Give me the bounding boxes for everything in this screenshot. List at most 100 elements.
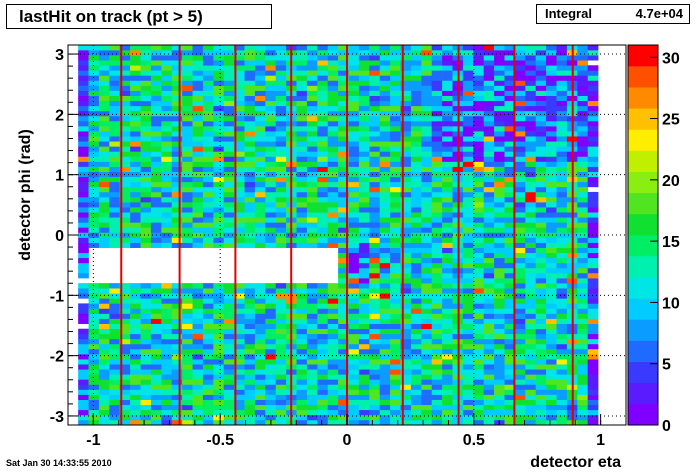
heatmap-cell [525, 65, 537, 71]
heatmap-cell [130, 349, 141, 355]
heatmap-cell [182, 389, 193, 395]
heatmap-cell [202, 141, 214, 147]
heatmap-cell [202, 156, 214, 162]
heatmap-cell [504, 50, 516, 56]
heatmap-cell [140, 242, 152, 248]
heatmap-cell [192, 55, 204, 61]
heatmap-cell [306, 313, 318, 319]
heatmap-cell [78, 318, 89, 324]
heatmap-cell [192, 318, 204, 324]
heatmap-cell [244, 242, 256, 248]
heatmap-cell [192, 232, 204, 238]
heatmap-cell [400, 394, 412, 400]
heatmap-cell [244, 389, 256, 395]
heatmap-cell [213, 237, 225, 243]
heatmap-cell [400, 384, 412, 390]
heatmap-cell [130, 202, 141, 208]
heatmap-cell [338, 384, 349, 390]
heatmap-cell [192, 126, 204, 132]
heatmap-cell [390, 384, 401, 390]
heatmap-cell [442, 237, 453, 243]
heatmap-cell [358, 105, 370, 112]
heatmap-cell [234, 354, 245, 360]
heatmap-cell [504, 374, 516, 380]
heatmap-cell [296, 100, 308, 107]
heatmap-cell [254, 176, 266, 183]
heatmap-cell [410, 131, 422, 137]
heatmap-cell [400, 70, 412, 76]
heatmap-cell [431, 278, 443, 284]
heatmap-cell [556, 141, 568, 147]
heatmap-cell [535, 95, 547, 102]
heatmap-cell [338, 354, 349, 360]
heatmap-cell [348, 399, 360, 406]
heatmap-cell [265, 222, 277, 228]
heatmap-cell [140, 50, 152, 56]
heatmap-cell [244, 146, 256, 152]
heatmap-cell [265, 293, 277, 299]
heatmap-cell [556, 237, 568, 243]
heatmap-cell [202, 50, 214, 56]
heatmap-cell [78, 176, 89, 183]
heatmap-cell [462, 273, 474, 279]
heatmap-cell [161, 293, 173, 299]
heatmap-cell [587, 288, 599, 294]
heatmap-cell [358, 328, 370, 335]
heatmap-cell [213, 379, 225, 385]
heatmap-cell [130, 399, 141, 406]
heatmap-cell [275, 303, 287, 309]
heatmap-cell [369, 90, 381, 96]
heatmap-cell [223, 333, 235, 340]
heatmap-cell [379, 389, 391, 395]
heatmap-cell [473, 354, 485, 360]
heatmap-cell [525, 171, 537, 178]
color-scale-band [628, 192, 658, 215]
heatmap-cell [494, 207, 505, 213]
heatmap-cell [306, 308, 318, 314]
heatmap-cell [327, 328, 339, 335]
heatmap-cell [119, 197, 131, 203]
heatmap-cell [306, 202, 318, 208]
heatmap-cell [296, 217, 308, 223]
heatmap-cell [462, 121, 474, 127]
heatmap-cell [587, 349, 599, 355]
heatmap-cell [525, 333, 537, 340]
heatmap-cell [192, 303, 204, 309]
heatmap-cell [317, 110, 329, 117]
heatmap-cell [431, 75, 443, 81]
heatmap-cell [535, 293, 547, 299]
heatmap-cell [234, 181, 245, 188]
heatmap-cell [244, 126, 256, 132]
color-scale-band [628, 129, 658, 151]
heatmap-cell [306, 394, 318, 400]
heatmap-cell [161, 191, 173, 198]
heatmap-cell [504, 359, 516, 365]
heatmap-cell [140, 364, 152, 370]
heatmap-cell [504, 70, 516, 76]
heatmap-cell [338, 298, 349, 304]
heatmap-cell [254, 404, 266, 411]
color-scale-band [628, 213, 658, 236]
heatmap-cell [473, 232, 485, 238]
heatmap-cell [358, 379, 370, 385]
heatmap-cell [338, 278, 349, 284]
heatmap-cell [161, 288, 173, 294]
heatmap-cell [98, 349, 110, 355]
heatmap-cell [265, 283, 277, 289]
color-scale-band [628, 150, 658, 172]
heatmap-cell [130, 237, 141, 243]
heatmap-cell [254, 323, 266, 330]
heatmap-cell [473, 414, 485, 421]
heatmap-cell [109, 181, 121, 188]
heatmap-cell [213, 166, 225, 172]
heatmap-cell [546, 131, 557, 137]
heatmap-cell [119, 202, 131, 208]
heatmap-cell [254, 349, 266, 355]
heatmap-cell [431, 105, 443, 112]
heatmap-cell [306, 181, 318, 188]
heatmap-cell [504, 247, 516, 254]
heatmap-cell [265, 364, 277, 370]
heatmap-cell [275, 369, 287, 375]
heatmap-cell [410, 217, 422, 223]
heatmap-cell [192, 95, 204, 102]
